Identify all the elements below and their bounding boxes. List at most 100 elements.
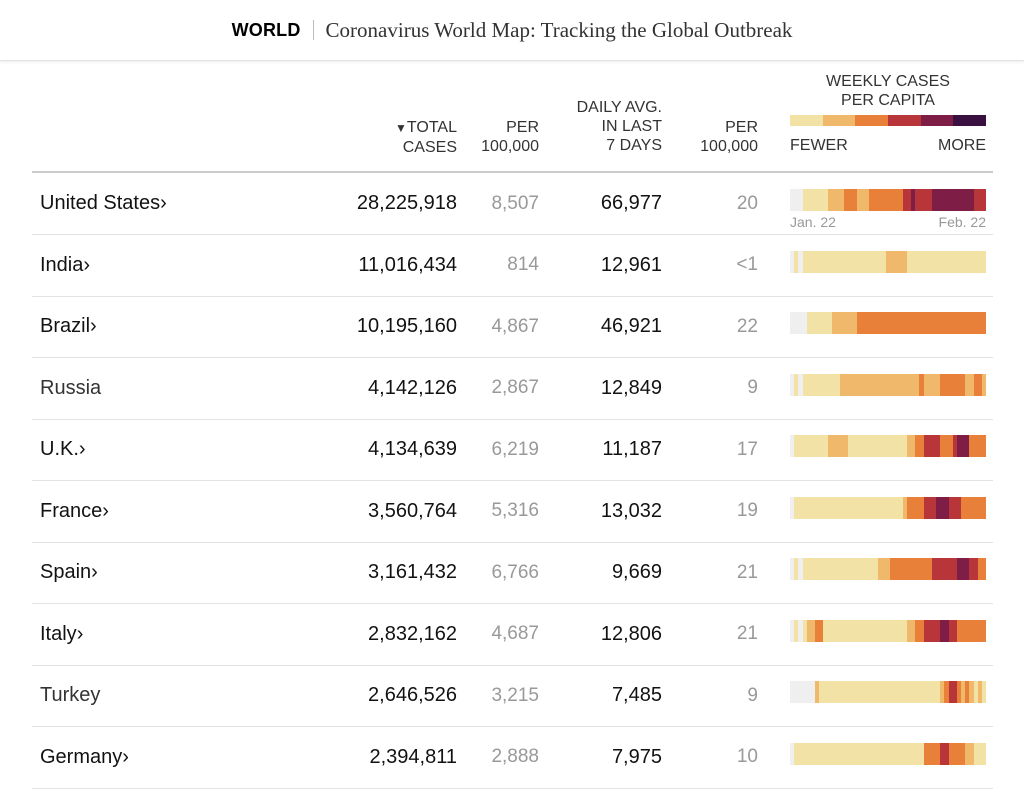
heatmap-cell <box>952 189 957 211</box>
heatmap-cell <box>981 435 987 457</box>
heatmap-cell <box>873 312 878 334</box>
heatmap-cell <box>827 496 832 519</box>
heatmap-cell <box>931 742 937 765</box>
heatmap-cell <box>956 742 962 765</box>
chevron-right-icon: › <box>122 745 129 768</box>
column-header-total-cases[interactable]: ▼TOTAL CASES <box>395 119 457 156</box>
heatmap-cell <box>894 619 899 642</box>
heatmap-cell <box>873 496 878 519</box>
heatmap-cell <box>819 558 824 580</box>
heatmap-cell <box>977 189 982 211</box>
heatmap-cell <box>865 681 870 703</box>
heatmap-cell <box>906 373 911 396</box>
heatmap-cell <box>885 250 891 273</box>
heatmap-cell <box>810 558 816 580</box>
heatmap-cell <box>944 435 949 457</box>
heatmap-cell <box>794 250 799 273</box>
heatmap-cell <box>890 312 895 334</box>
heatmap-cell <box>844 312 849 334</box>
table-row[interactable]: United States › 28,225,918 8,507 66,977 … <box>32 173 993 235</box>
heatmap-cell <box>915 619 920 642</box>
heatmap-cell <box>919 435 924 457</box>
country-name[interactable]: India › <box>40 253 91 276</box>
heatmap-cell <box>965 619 970 642</box>
column-header-daily-avg[interactable]: DAILY AVG. IN LAST 7 DAYS <box>576 99 662 154</box>
table-row[interactable]: Italy › 2,832,162 4,687 12,806 21 <box>32 604 993 666</box>
heatmap-cell <box>806 189 811 211</box>
heatmap-cell <box>798 558 803 580</box>
heatmap-cell <box>915 496 920 519</box>
heatmap-cell <box>969 373 974 396</box>
column-header-daily-per-100k[interactable]: PER 100,000 <box>700 119 758 155</box>
heatmap-cell <box>835 189 841 211</box>
weekly-cases-heatmap <box>790 681 987 703</box>
heatmap-cell <box>936 496 941 519</box>
table-row[interactable]: U.K. › 4,134,639 6,219 11,187 17 <box>32 419 993 481</box>
column-header-per-100k[interactable]: PER 100,000 <box>481 119 539 155</box>
total-cases-per-100k: 2,888 <box>491 746 539 767</box>
heatmap-cell <box>815 619 820 642</box>
heatmap-cell <box>981 373 987 396</box>
heatmap-cell <box>823 312 828 334</box>
table-row[interactable]: India › 11,016,434 814 12,961 <1 <box>32 235 993 297</box>
heatmap-cell <box>810 435 816 457</box>
heatmap-cell <box>906 619 911 642</box>
page-title[interactable]: Coronavirus World Map: Tracking the Glob… <box>325 17 793 42</box>
heatmap-cell <box>898 558 903 580</box>
heatmap-cell <box>810 619 816 642</box>
heatmap-cell <box>802 373 807 396</box>
country-name[interactable]: France › <box>40 499 109 522</box>
heatmap-cell <box>965 189 970 211</box>
heatmap-cell <box>798 496 803 519</box>
daily-average: 12,806 <box>600 622 662 645</box>
heatmap-cell <box>898 312 903 334</box>
table-row[interactable]: France › 3,560,764 5,316 13,032 19 <box>32 481 993 543</box>
heatmap-cell <box>965 558 970 580</box>
table-row[interactable]: Germany › 2,394,811 2,888 7,975 10 <box>32 727 993 789</box>
heatmap-cell <box>969 189 974 211</box>
table-row[interactable]: Spain › 3,161,432 6,766 9,669 21 <box>32 542 993 604</box>
country-name[interactable]: United States › <box>40 192 167 214</box>
country-name[interactable]: U.K. › <box>40 438 86 460</box>
heatmap-cell <box>940 558 945 580</box>
heatmap-cell <box>906 189 911 211</box>
heatmap-cell <box>894 681 899 703</box>
heatmap-cell <box>790 250 795 273</box>
legend-swatch <box>920 115 954 126</box>
daily-average-per-100k: 19 <box>736 500 758 521</box>
heatmap-cell <box>977 435 982 457</box>
heatmap-cell <box>856 558 861 580</box>
country-name[interactable]: Spain › <box>40 561 98 583</box>
heatmap-cell <box>973 373 978 396</box>
page-header: WORLD Coronavirus World Map: Tracking th… <box>0 0 1024 61</box>
heatmap-cell <box>794 189 799 211</box>
country-name[interactable]: Brazil › <box>40 315 97 337</box>
heatmap-cell <box>919 558 924 580</box>
table-row[interactable]: Brazil › 10,195,160 4,867 46,921 22 <box>32 296 993 358</box>
heatmap-cell <box>802 435 807 457</box>
heatmap-cell <box>923 496 928 519</box>
legend-title: WEEKLY CASES PER CAPITA <box>826 73 950 109</box>
heatmap-cell <box>869 558 874 580</box>
heatmap-cell <box>952 496 957 519</box>
heatmap-cell <box>961 250 966 273</box>
heatmap-cell <box>919 681 924 703</box>
heatmap-cell <box>940 681 945 703</box>
country-name[interactable]: Italy › <box>40 622 84 645</box>
section-label-world[interactable]: WORLD <box>231 19 301 40</box>
heatmap-cell <box>902 742 907 765</box>
heatmap-cell <box>819 312 824 334</box>
heatmap-cell <box>956 619 962 642</box>
country-name[interactable]: Germany › <box>40 745 129 768</box>
heatmap-cell <box>848 435 853 457</box>
weekly-cases-heatmap <box>790 189 987 211</box>
heatmap-cell <box>898 189 903 211</box>
heatmap-cell <box>819 435 824 457</box>
heatmap-cell <box>815 742 820 765</box>
heatmap-cell <box>973 496 978 519</box>
heatmap-cell <box>865 496 870 519</box>
heatmap-cell <box>840 189 845 211</box>
heatmap-cell <box>823 558 828 580</box>
heatmap-cell <box>940 312 945 334</box>
heatmap-cell <box>981 189 987 211</box>
